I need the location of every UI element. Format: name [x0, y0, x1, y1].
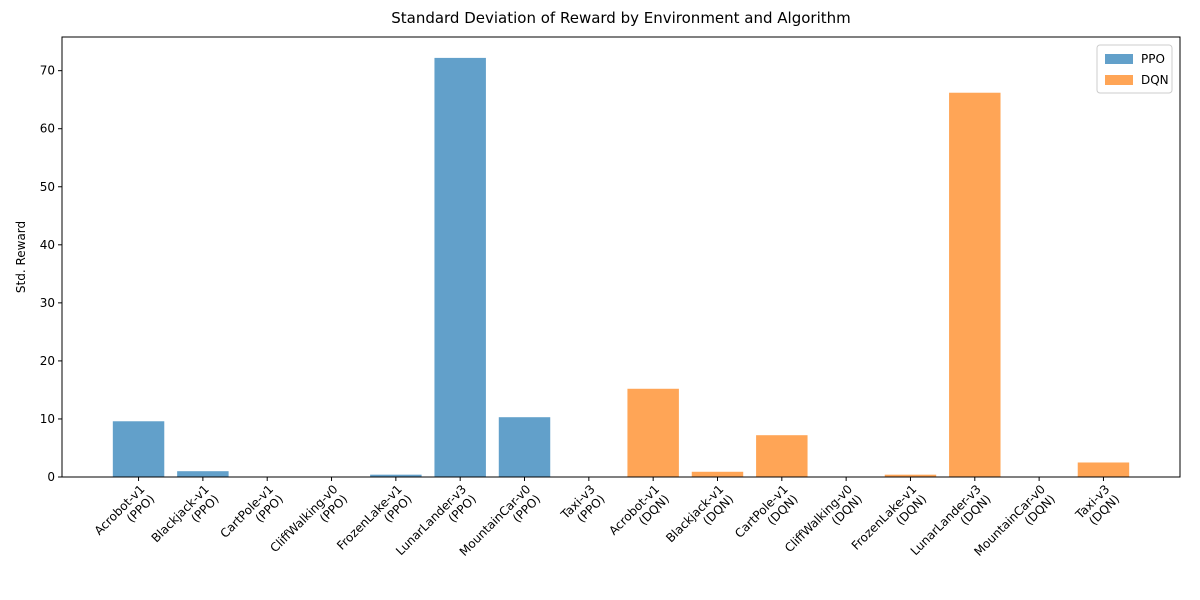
legend-label: PPO	[1141, 52, 1165, 66]
x-tick-label: Blackjack-v1(PPO)	[149, 482, 222, 555]
bar	[112, 421, 165, 477]
chart-title: Standard Deviation of Reward by Environm…	[391, 9, 851, 27]
plot-frame	[61, 36, 1181, 478]
y-tick-label: 40	[40, 238, 55, 252]
y-tick-label: 0	[47, 470, 55, 484]
y-tick-label: 70	[40, 64, 55, 78]
bar	[434, 57, 486, 478]
x-tick-label: Acrobot-v1(DQN)	[606, 482, 672, 548]
bar	[1077, 462, 1130, 477]
legend-swatch	[1105, 54, 1133, 64]
legend-swatch	[1105, 75, 1133, 85]
bar	[691, 471, 744, 477]
bar	[756, 435, 808, 477]
x-tick-label: Acrobot-v1(PPO)	[92, 482, 158, 548]
x-tick-label: Taxi-v3(PPO)	[558, 482, 608, 532]
y-axis-label: Std. Reward	[14, 221, 28, 293]
y-tick-label: 30	[40, 296, 55, 310]
x-tick-label: CliffWalking-v0(PPO)	[267, 482, 350, 565]
x-tick-label: Blackjack-v1(DQN)	[663, 482, 736, 555]
bar	[177, 471, 229, 477]
y-tick-label: 60	[40, 122, 55, 136]
bar	[949, 92, 1001, 478]
y-tick-label: 50	[40, 180, 55, 194]
legend-label: DQN	[1141, 73, 1169, 87]
bar	[884, 474, 937, 477]
bar	[498, 417, 551, 477]
y-tick-label: 20	[40, 354, 55, 368]
x-tick-label: Taxi-v3(DQN)	[1072, 482, 1122, 532]
bar	[627, 388, 679, 477]
y-tick-label: 10	[40, 412, 55, 426]
bar	[370, 474, 422, 477]
x-tick-label: CliffWalking-v0(DQN)	[782, 482, 865, 565]
